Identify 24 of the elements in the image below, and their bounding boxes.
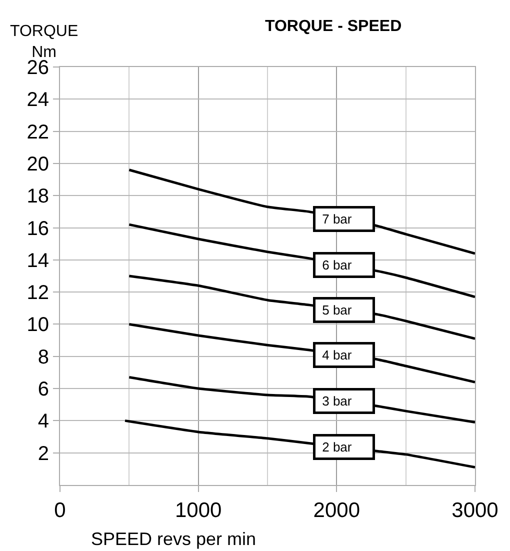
series-label: 5 bar [318,302,370,318]
y-tick-label: 8 [38,346,49,368]
y-tick-label: 16 [26,218,49,240]
x-tick-label: 3000 [452,499,498,522]
y-tick-label: 10 [26,314,49,336]
x-tick-label: 2000 [313,499,360,522]
y-tick-label: 12 [26,282,49,304]
y-tick-label: 20 [26,153,49,176]
series-label: 3 bar [318,394,370,408]
y-tick-label: 6 [38,378,49,401]
y-tick-label: 18 [26,186,49,208]
x-axis-title: SPEED revs per min [91,529,256,549]
chart-title: TORQUE - SPEED [265,18,402,35]
x-tick-label: 1000 [174,499,222,522]
y-tick-label: 24 [26,89,49,112]
series-label: 4 bar [318,348,370,362]
x-tick-label: 0 [54,499,66,522]
series-label: 2 bar [318,440,370,454]
y-tick-label: 2 [38,442,49,465]
y-tick-label: 22 [26,121,49,144]
series-label: 6 bar [318,258,370,272]
y-tick-label: 14 [26,250,49,272]
y-tick-label: 4 [38,410,49,433]
series-label: 7 bar [318,212,370,226]
